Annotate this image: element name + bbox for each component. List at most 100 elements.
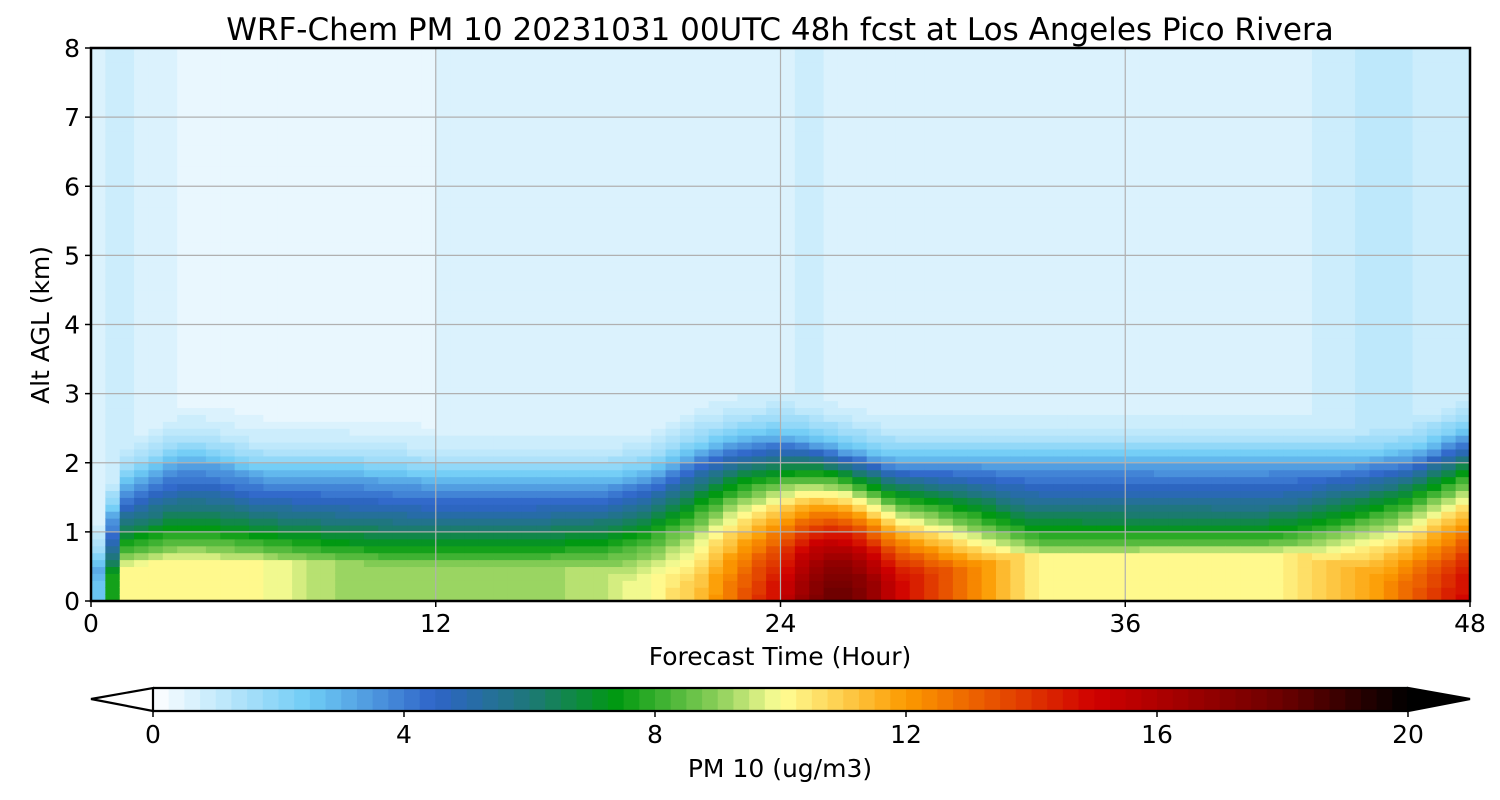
heatmap-cell <box>694 448 710 457</box>
heatmap-cell <box>421 442 437 450</box>
heatmap-cell <box>191 407 207 415</box>
heatmap-cell <box>177 573 193 581</box>
heatmap-cell <box>421 144 437 153</box>
heatmap-cell <box>938 352 954 360</box>
heatmap-cell <box>177 421 193 429</box>
heatmap-cell <box>335 303 351 312</box>
heatmap-cell <box>550 137 566 146</box>
heatmap-cell <box>220 594 236 602</box>
heatmap-cell <box>694 379 710 388</box>
heatmap-cell <box>450 359 466 367</box>
heatmap-cell <box>679 137 695 146</box>
heatmap-cell <box>335 414 351 422</box>
heatmap-cell <box>981 504 997 512</box>
heatmap-cell <box>737 490 753 498</box>
heatmap-cell <box>938 379 954 388</box>
heatmap-cell <box>177 227 193 236</box>
heatmap-cell <box>450 68 466 77</box>
heatmap-cell <box>565 490 580 498</box>
heatmap-cell <box>622 476 638 485</box>
heatmap-cell <box>593 303 609 312</box>
heatmap-cell <box>823 435 839 443</box>
heatmap-cell <box>407 531 422 540</box>
heatmap-cell <box>536 372 552 381</box>
heatmap-cell <box>809 276 825 284</box>
heatmap-cell <box>119 110 135 118</box>
heatmap-cell <box>407 538 422 547</box>
heatmap-cell <box>292 179 308 187</box>
heatmap-cell <box>177 552 193 561</box>
heatmap-cell <box>766 359 782 367</box>
heatmap-cell <box>679 82 695 91</box>
heatmap-cell <box>536 165 552 174</box>
heatmap-cells <box>91 48 1471 602</box>
heatmap-cell <box>119 96 135 104</box>
heatmap-cell <box>292 248 308 256</box>
heatmap-cell <box>679 248 695 256</box>
heatmap-cell <box>450 365 466 374</box>
heatmap-cell <box>909 324 925 333</box>
heatmap-cell <box>392 573 408 581</box>
heatmap-cell <box>91 504 106 512</box>
heatmap-cell <box>521 276 537 284</box>
heatmap-cell <box>363 338 379 346</box>
heatmap-cell <box>392 248 408 256</box>
heatmap-cell <box>378 317 394 326</box>
heatmap-cell <box>794 559 810 568</box>
heatmap-cell <box>349 573 365 581</box>
heatmap-cell <box>866 497 882 505</box>
heatmap-cell <box>751 276 767 284</box>
heatmap-cell <box>809 144 825 153</box>
heatmap-cell <box>852 193 868 201</box>
heatmap-cell <box>866 262 882 270</box>
heatmap-cell <box>249 296 264 305</box>
heatmap-cell <box>550 296 566 305</box>
heatmap-cell <box>794 262 810 270</box>
heatmap-cell <box>91 276 106 284</box>
heatmap-cell <box>866 435 882 443</box>
heatmap-cell <box>924 144 940 153</box>
heatmap-cell <box>737 345 753 353</box>
heatmap-cell <box>148 220 164 229</box>
heatmap-cell <box>579 393 595 402</box>
heatmap-cell <box>249 421 264 429</box>
heatmap-cell <box>909 345 925 353</box>
heatmap-cell <box>306 352 322 360</box>
heatmap-cell <box>220 386 236 395</box>
heatmap-cell <box>306 317 322 326</box>
heatmap-cell <box>292 566 308 574</box>
heatmap-cell <box>952 393 968 402</box>
heatmap-cell <box>464 518 480 526</box>
heatmap-cell <box>378 241 394 250</box>
heatmap-cell <box>220 165 236 174</box>
heatmap-cell <box>852 262 868 270</box>
heatmap-cell <box>766 587 782 595</box>
heatmap-cell <box>881 54 897 63</box>
heatmap-cell <box>866 580 882 588</box>
heatmap-cell <box>306 324 322 333</box>
heatmap-cell <box>593 580 609 588</box>
heatmap-cell <box>837 82 853 91</box>
heatmap-cell <box>220 379 236 388</box>
heatmap-cell <box>363 531 379 540</box>
heatmap-cell <box>938 324 954 333</box>
heatmap-cell <box>134 490 150 498</box>
heatmap-cell <box>263 124 279 132</box>
heatmap-cell <box>967 462 983 471</box>
heatmap-cell <box>694 372 710 381</box>
heatmap-cell <box>521 566 537 574</box>
heatmap-cell <box>751 435 767 443</box>
heatmap-cell <box>837 448 853 457</box>
heatmap-cell <box>521 89 537 97</box>
heatmap-cell <box>938 227 954 236</box>
heatmap-cell <box>967 359 983 367</box>
heatmap-cell <box>751 96 767 104</box>
heatmap-cell <box>148 186 164 194</box>
heatmap-cell <box>493 96 509 104</box>
heatmap-cell <box>421 54 437 63</box>
heatmap-cell <box>766 96 782 104</box>
heatmap-cell <box>119 386 135 395</box>
heatmap-cell <box>636 414 652 422</box>
heatmap-cell <box>794 130 810 139</box>
heatmap-cell <box>335 48 351 56</box>
